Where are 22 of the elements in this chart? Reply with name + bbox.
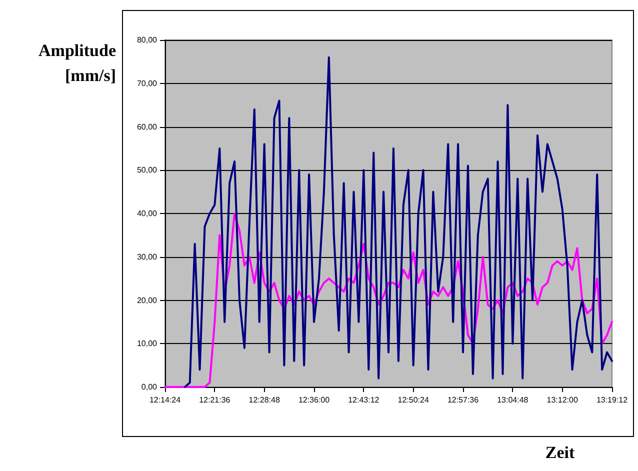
y-tick-label: 70,00: [136, 78, 158, 88]
y-tick-label: 40,00: [136, 209, 158, 218]
y-axis-title: Amplitude [mm/s]: [38, 40, 116, 87]
x-tick-label: 12:50:24: [398, 396, 430, 404]
y-tick-label: 20,00: [136, 296, 158, 305]
x-tick-label: 12:28:48: [248, 396, 280, 404]
y-tick-label: 0,00: [141, 382, 158, 392]
line-series: [184, 56, 613, 388]
y-tick-label: 60,00: [136, 122, 158, 132]
x-axis-title: Zeit: [544, 443, 576, 463]
x-tick-label: 13:19:12: [596, 396, 628, 404]
x-tick-label: 12:36:00: [298, 396, 330, 404]
x-tick-label: 12:43:12: [348, 396, 380, 404]
x-tick-label: 12:14:24: [149, 396, 182, 404]
x-tick-label: 12:57:36: [447, 396, 480, 404]
y-tick-label: 50,00: [136, 166, 158, 175]
x-tick-label: 13:12:00: [546, 396, 578, 404]
x-tick-label: 13:04:48: [497, 396, 529, 404]
y-tick-label: 10,00: [136, 339, 158, 348]
x-tick-label: 12:21:36: [199, 396, 231, 404]
y-tick-label: 30,00: [136, 252, 158, 262]
y-tick-label: 80,00: [136, 36, 158, 44]
